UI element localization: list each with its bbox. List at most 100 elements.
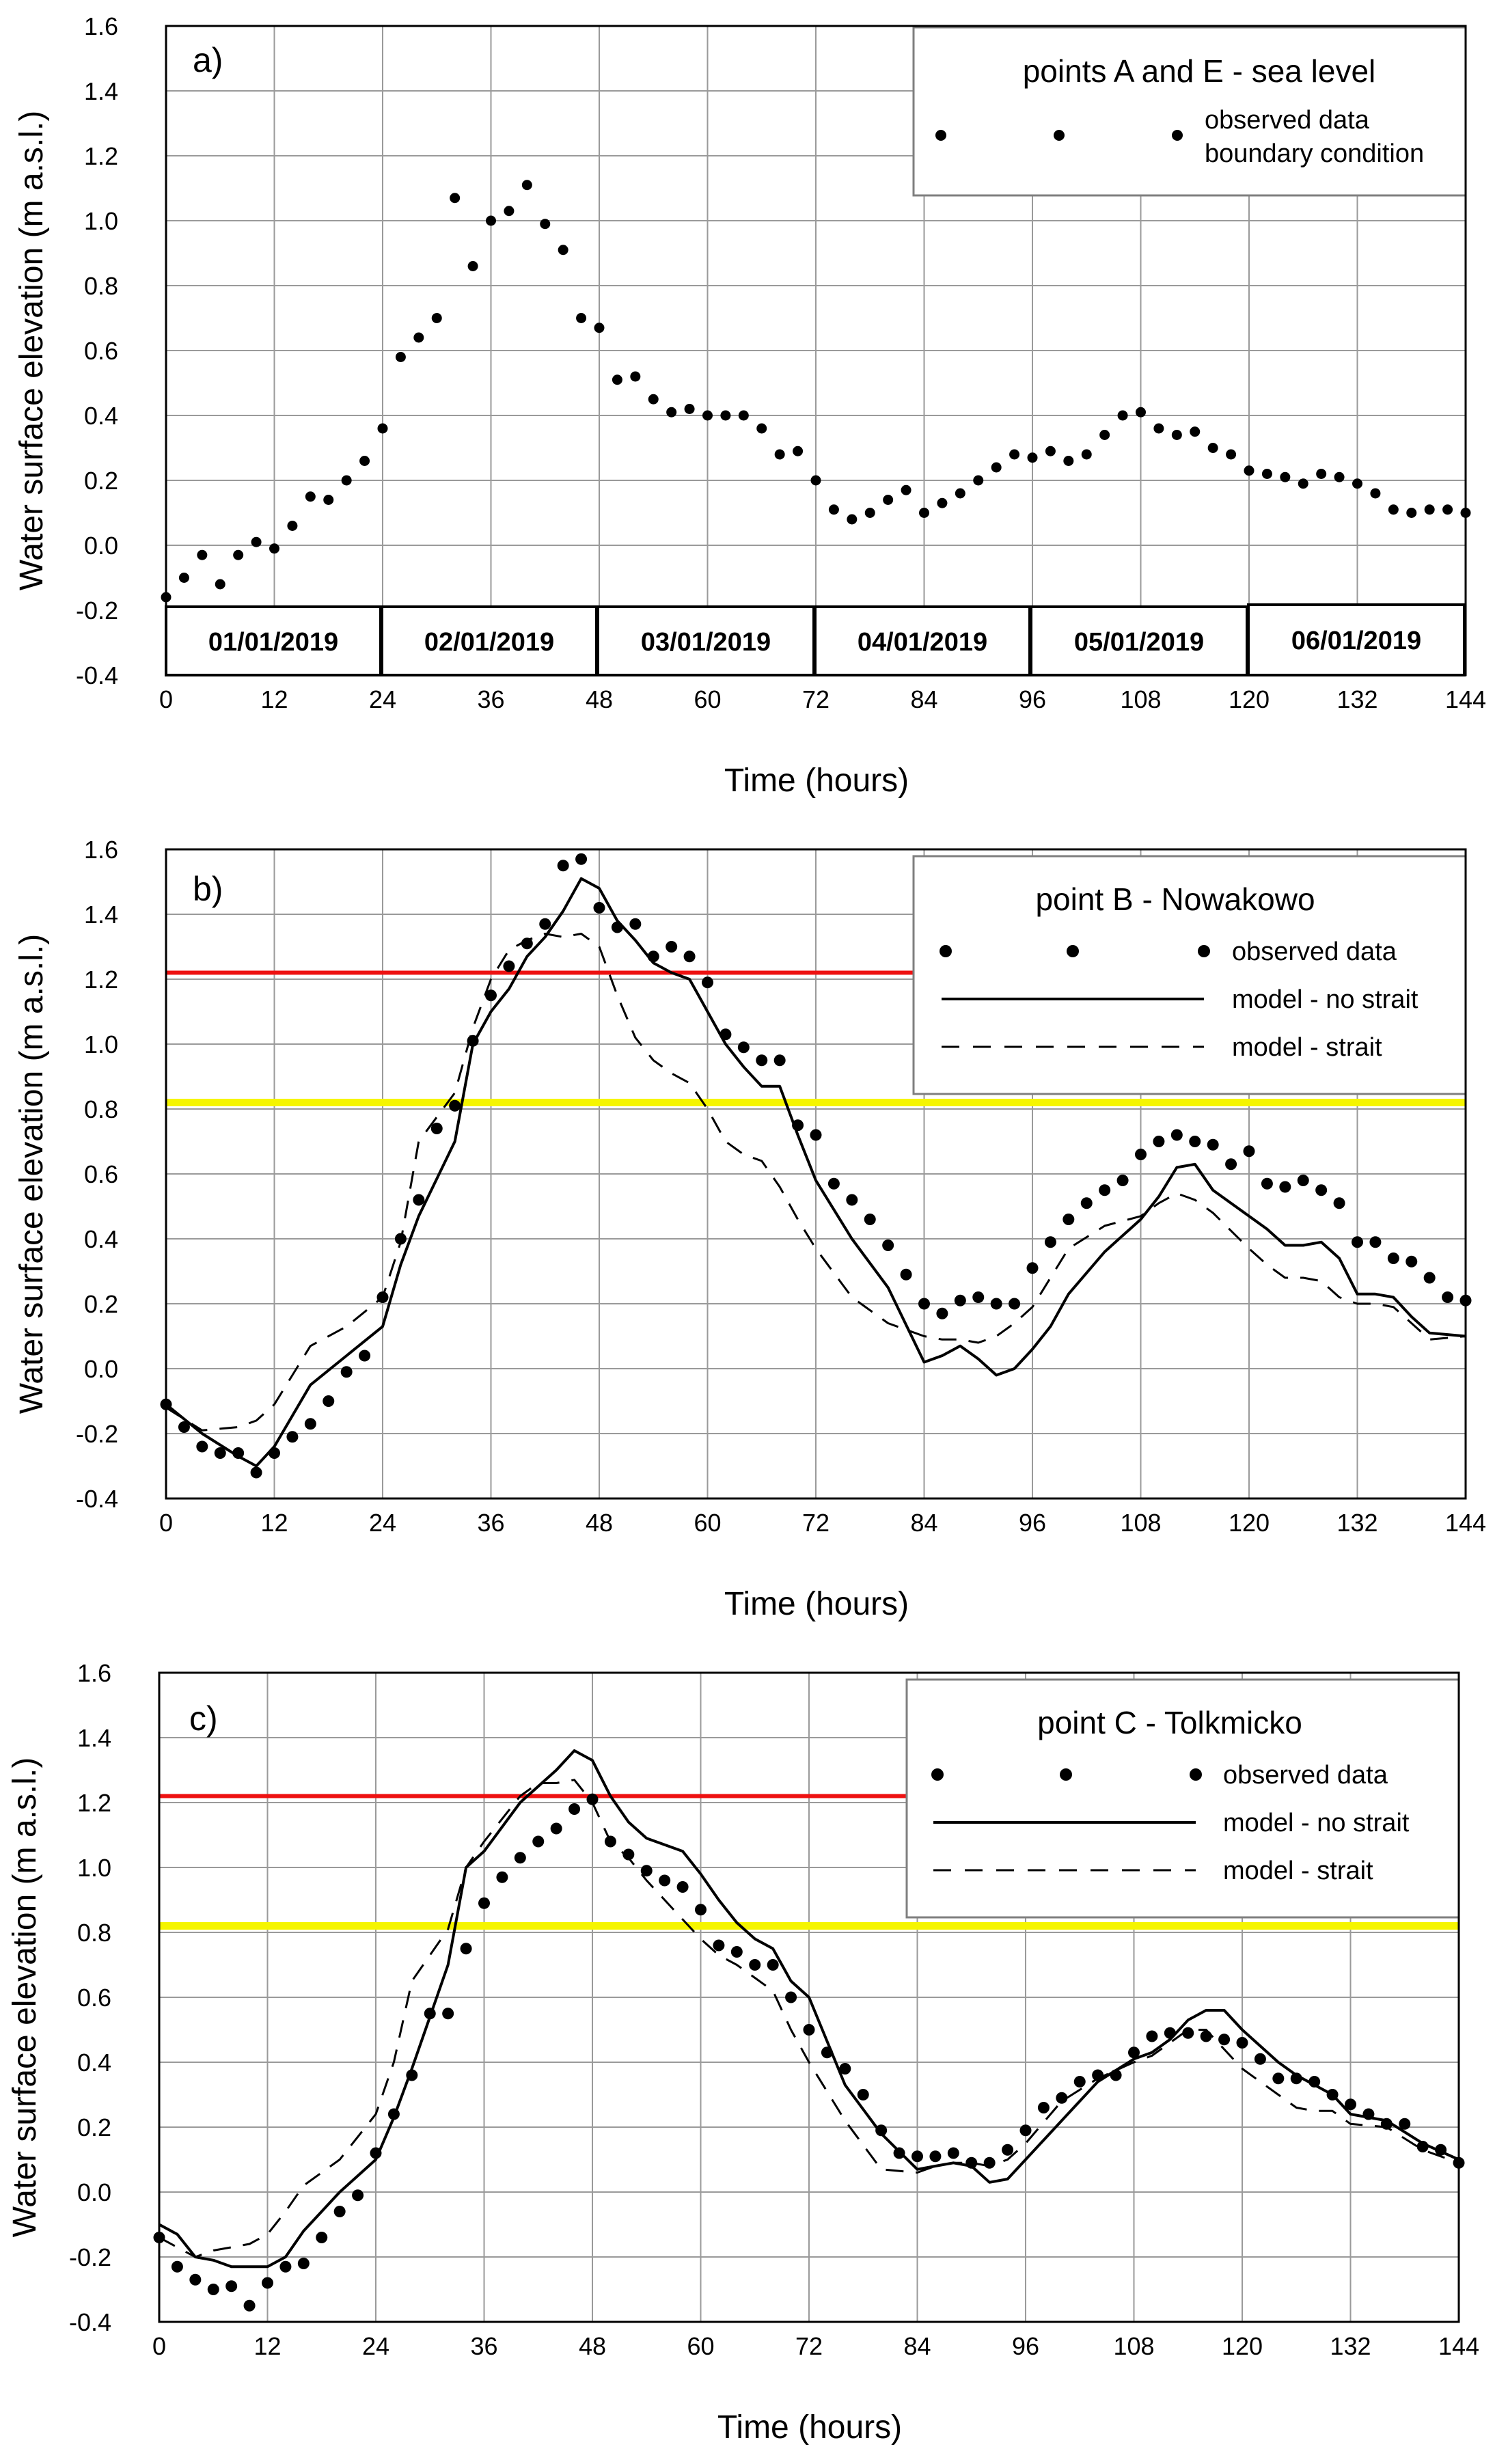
y-tick-label: 0.6 [84,337,118,365]
observed-data-point [1272,2072,1285,2085]
observed-data-point [720,410,731,421]
observed-data-point [1243,1145,1255,1158]
observed-data-point [1226,449,1237,460]
y-tick-label: 1.2 [77,1789,111,1817]
observed-data-point [521,180,532,191]
panel-a-date-boxes: 01/01/2019 02/01/2019 03/01/2019 04/01/2… [165,603,1466,676]
observed-data-point [478,1897,490,1909]
observed-data-point [449,1099,461,1112]
observed-data-point [467,261,478,271]
panel-b-legend-item-2: model - no strait [1232,985,1418,1014]
y-tick-label: 1.2 [84,966,118,994]
observed-data-point [1146,2030,1158,2042]
observed-data-point [749,1959,761,1971]
observed-data-point [738,410,749,421]
observed-data-point [702,976,713,989]
observed-data-point [1044,1236,1056,1248]
observed-data-point [828,504,839,515]
date-box-5: 05/01/2019 [1030,605,1248,676]
x-tick-label: 72 [795,2332,823,2360]
observed-data-point [1135,1149,1147,1160]
observed-data-point [460,1943,472,1955]
observed-data-point [1442,504,1453,515]
x-tick-label: 84 [903,2332,931,2360]
observed-data-point [576,313,587,323]
observed-data-point [1182,2027,1194,2039]
observed-data-point [323,495,334,505]
observed-data-point [568,1803,581,1815]
x-tick-label: 96 [1019,685,1046,713]
observed-data-point [1002,2144,1014,2156]
observed-data-point [1117,410,1128,421]
panel-b-legend-dot-3 [1198,945,1210,957]
observed-data-point [919,508,929,518]
panel-c-legend-title: point C - Tolkmicko [1037,1705,1302,1740]
x-tick-label: 36 [477,685,504,713]
observed-data-point [918,1298,930,1310]
x-tick-label: 0 [159,1509,173,1537]
observed-data-point [773,1054,786,1067]
observed-data-point [486,215,496,226]
x-tick-label: 24 [369,1509,396,1537]
x-tick-label: 36 [477,1509,504,1537]
x-tick-label: 12 [253,2332,281,2360]
date-label-3: 03/01/2019 [641,628,771,657]
observed-data-point [882,1240,894,1251]
model-strait-line [159,1779,1459,2258]
observed-data-point [1153,423,1164,434]
observed-data-point [1297,1175,1309,1186]
observed-data-point [262,2277,273,2289]
x-tick-label: 144 [1438,2332,1479,2360]
panel-a: 0 12 24 36 48 60 72 84 96 108 120 132 144 -0.4 -0.2 0.0… [14,12,1486,799]
panel-a-legend: points A and E - sea level observed data… [912,26,1467,197]
y-tick-label: 1.0 [84,1030,118,1058]
observed-data-point [532,1835,545,1848]
observed-data-point [171,2260,183,2273]
observed-data-point [955,488,965,499]
observed-data-point [1056,2092,1068,2104]
observed-data-point [702,410,713,421]
x-tick-label: 108 [1120,685,1161,713]
observed-data-point [901,484,911,495]
panel-a-ylabel: Water surface elevation (m a.s.l.) [14,111,50,590]
observed-data-point [485,989,497,1002]
observed-data-point [1225,1158,1237,1171]
observed-data-point [504,206,515,217]
observed-data-point [503,960,515,972]
panel-b-legend: point B - Nowakowo observed data model -… [912,855,1467,1095]
panel-b-marks [160,853,1472,1479]
observed-data-point [1369,1236,1382,1248]
observed-data-point [793,446,804,456]
x-tick-label: 48 [579,2332,606,2360]
observed-data-point [1099,430,1110,440]
y-tick-label: -0.4 [76,1485,118,1513]
y-tick-label: -0.4 [69,2308,111,2336]
x-tick-label: 60 [694,685,721,713]
y-tick-label: 0.2 [77,2113,111,2141]
observed-data-point [767,1959,779,1971]
y-tick-label: 1.6 [84,836,118,864]
observed-data-point [251,536,262,547]
observed-data-point [413,332,424,343]
observed-data-point [810,1129,822,1141]
x-tick-label: 0 [159,685,173,713]
observed-data-point [1399,2118,1411,2130]
panel-c-legend-dot-3 [1190,1768,1202,1781]
observed-data-point [430,1123,443,1134]
panel-a-legend-box [912,26,1467,197]
observed-data-point [1316,469,1327,479]
x-tick-label: 108 [1113,2332,1154,2360]
observed-data-point [936,1307,948,1319]
observed-data-point [1026,1262,1039,1274]
observed-data-point [1298,478,1308,489]
observed-data-point [496,1871,508,1883]
observed-data-point [450,193,461,204]
x-tick-label: 144 [1445,1509,1486,1537]
observed-data-point [1080,1197,1093,1209]
observed-data-point [1261,469,1272,479]
x-tick-label: 12 [260,1509,288,1537]
observed-data-point [233,549,244,560]
observed-data-point [1218,2034,1231,2046]
